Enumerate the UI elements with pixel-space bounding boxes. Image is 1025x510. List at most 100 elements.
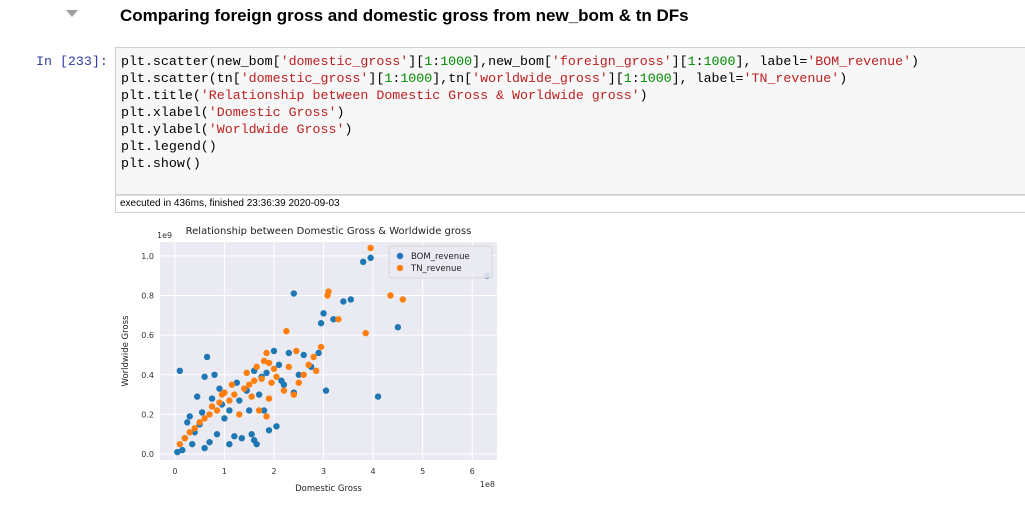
scatter-point-bom-revenue xyxy=(315,349,322,357)
scatter-point-tn-revenue xyxy=(208,403,216,410)
x-tick-label: 0 xyxy=(172,467,177,476)
scatter-point-bom-revenue xyxy=(347,296,355,303)
scatter-point-tn-revenue xyxy=(248,393,255,400)
code-line: plt.ylabel('Worldwide Gross') xyxy=(121,122,353,137)
scatter-point-tn-revenue xyxy=(213,407,221,414)
scatter-point-bom-revenue xyxy=(226,440,233,448)
scatter-point-bom-revenue xyxy=(263,369,270,376)
code-line: plt.title('Relationship between Domestic… xyxy=(121,88,648,103)
y-tick-label: 0.2 xyxy=(141,410,154,419)
code-line: plt.show() xyxy=(121,156,201,171)
scatter-point-tn-revenue xyxy=(218,391,226,398)
scatter-point-tn-revenue xyxy=(310,353,317,361)
scatter-point-bom-revenue xyxy=(255,391,263,398)
scatter-point-bom-revenue xyxy=(295,371,302,378)
x-tick-label: 4 xyxy=(371,467,376,476)
x-tick-label: 1 xyxy=(222,467,227,476)
scatter-point-tn-revenue xyxy=(270,365,278,373)
scatter-point-bom-revenue xyxy=(179,446,186,454)
x-axis-label: Domestic Gross xyxy=(295,484,362,494)
legend-box xyxy=(388,245,493,279)
scatter-point-bom-revenue xyxy=(198,409,206,416)
scatter-point-tn-revenue xyxy=(250,377,258,384)
scatter-point-tn-revenue xyxy=(253,363,260,371)
scatter-point-bom-revenue xyxy=(189,440,196,448)
scatter-point-bom-revenue xyxy=(231,433,238,440)
scatter-point-bom-revenue xyxy=(367,254,374,262)
scatter-point-tn-revenue xyxy=(280,387,288,394)
scatter-point-tn-revenue xyxy=(246,381,253,388)
scatter-point-tn-revenue xyxy=(263,413,270,420)
scatter-point-bom-revenue xyxy=(208,395,216,402)
x-tick-label: 6 xyxy=(470,467,475,476)
code-editor[interactable]: plt.scatter(new_bom['domestic_gross'][1:… xyxy=(121,53,919,172)
scatter-point-bom-revenue xyxy=(330,316,337,323)
code-line: plt.xlabel('Domestic Gross') xyxy=(121,105,345,120)
scatter-point-bom-revenue xyxy=(203,353,211,361)
execution-status-bar: executed in 436ms, finished 23:36:39 202… xyxy=(115,195,1025,213)
y-tick-label: 0.0 xyxy=(141,450,154,459)
scatter-point-tn-revenue xyxy=(335,316,342,323)
markdown-heading: Comparing foreign gross and domestic gro… xyxy=(120,6,689,25)
scatter-point-bom-revenue xyxy=(233,379,241,386)
scatter-point-tn-revenue xyxy=(362,329,369,337)
scatter-point-tn-revenue xyxy=(290,391,298,398)
scatter-point-tn-revenue xyxy=(300,371,307,378)
scatter-point-tn-revenue xyxy=(258,375,265,382)
scatter-point-tn-revenue xyxy=(176,440,184,448)
scatter-point-bom-revenue xyxy=(359,258,367,266)
scatter-point-bom-revenue xyxy=(246,407,253,414)
scatter-point-bom-revenue xyxy=(320,310,327,317)
scatter-point-tn-revenue xyxy=(226,397,233,404)
scatter-point-bom-revenue xyxy=(322,387,330,394)
scatter-point-bom-revenue xyxy=(248,431,255,438)
legend-label: TN_revenue xyxy=(410,264,462,274)
scatter-point-tn-revenue xyxy=(312,367,320,375)
scatter-point-bom-revenue xyxy=(186,413,193,420)
scatter-point-tn-revenue xyxy=(260,357,268,365)
code-input-area[interactable]: plt.scatter(new_bom['domestic_gross'][1:… xyxy=(115,47,1025,195)
scatter-point-bom-revenue xyxy=(280,381,288,388)
execution-status-text: executed in 436ms, finished 23:36:39 202… xyxy=(120,198,340,209)
scatter-point-tn-revenue xyxy=(206,411,213,418)
input-prompt: In [233]: xyxy=(36,54,108,69)
x-tick-label: 5 xyxy=(420,467,425,476)
scatter-point-bom-revenue xyxy=(184,419,191,426)
scatter-chart: 0 1 2 3 4 5 6 0.0 0.2 0.4 0.6 0.8 1.0 1e9 1e8 Relations… xyxy=(121,226,497,494)
x-offset-label: 1e8 xyxy=(480,480,495,489)
collapse-caret-icon[interactable] xyxy=(66,10,78,17)
y-tick-label: 1.0 xyxy=(141,252,154,261)
scatter-point-tn-revenue xyxy=(196,419,203,426)
x-tick-label: 2 xyxy=(271,467,276,476)
scatter-point-tn-revenue xyxy=(241,385,248,392)
scatter-point-bom-revenue xyxy=(270,347,278,355)
scatter-point-tn-revenue xyxy=(293,347,300,355)
scatter-point-tn-revenue xyxy=(181,435,188,442)
legend-marker xyxy=(396,252,404,260)
scatter-point-tn-revenue xyxy=(243,369,250,376)
scatter-point-tn-revenue xyxy=(399,296,407,303)
scatter-point-tn-revenue xyxy=(186,429,193,436)
scatter-point-bom-revenue xyxy=(221,415,228,422)
scatter-point-tn-revenue xyxy=(317,343,325,351)
scatter-point-tn-revenue xyxy=(216,399,223,406)
scatter-point-tn-revenue xyxy=(265,359,273,367)
scatter-point-tn-revenue xyxy=(387,292,394,299)
y-tick-label: 0.8 xyxy=(141,292,154,301)
output-plot: 0 1 2 3 4 5 6 0.0 0.2 0.4 0.6 0.8 1.0 1e9 1e8 Relations… xyxy=(115,220,515,495)
legend-marker xyxy=(396,264,404,272)
scatter-point-tn-revenue xyxy=(273,373,280,380)
code-line: plt.legend() xyxy=(121,139,217,154)
scatter-point-bom-revenue xyxy=(285,349,293,357)
scatter-point-tn-revenue xyxy=(295,379,302,386)
scatter-point-tn-revenue xyxy=(367,244,374,252)
scatter-point-tn-revenue xyxy=(255,407,263,414)
scatter-point-tn-revenue xyxy=(236,411,243,418)
code-line: plt.scatter(new_bom['domestic_gross'][1:… xyxy=(121,54,920,69)
scatter-point-bom-revenue xyxy=(206,438,213,446)
scatter-point-bom-revenue xyxy=(300,351,307,359)
scatter-point-bom-revenue xyxy=(250,436,258,444)
scatter-point-bom-revenue xyxy=(213,431,221,438)
scatter-point-bom-revenue xyxy=(265,427,273,434)
y-tick-label: 0.6 xyxy=(141,331,154,340)
